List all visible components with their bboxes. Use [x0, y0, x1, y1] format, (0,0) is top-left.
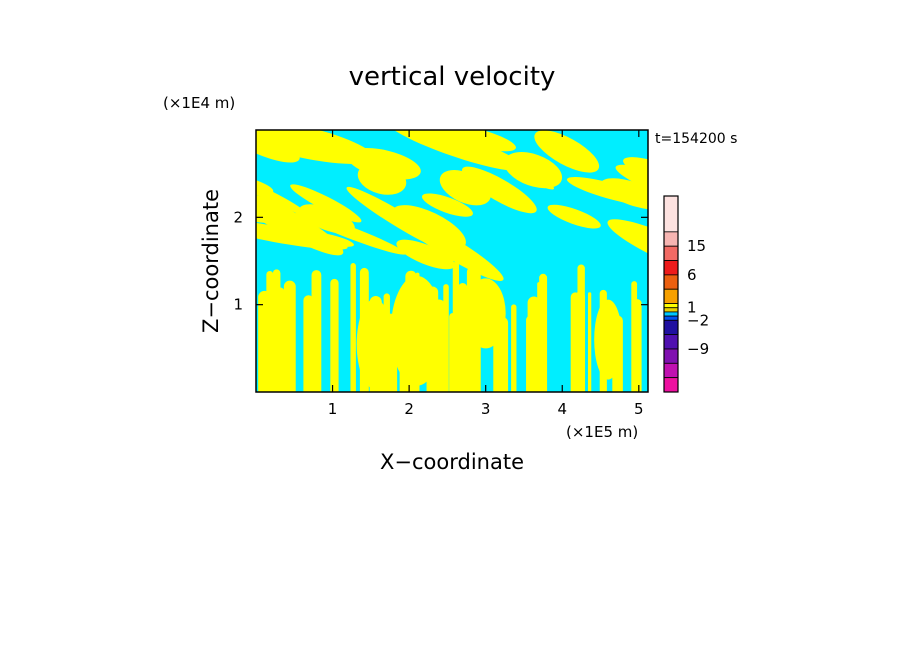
positive-band — [413, 130, 486, 154]
chart-title: vertical velocity — [349, 62, 556, 92]
positive-band — [462, 166, 537, 214]
positive-column — [443, 284, 449, 392]
x-axis-ticks: 1 2 3 4 5 — [328, 130, 644, 418]
time-label: t=154200 s — [655, 131, 737, 147]
positive-band — [299, 204, 355, 234]
positive-column — [330, 278, 339, 392]
positive-band — [547, 204, 601, 229]
positive-blob — [465, 278, 506, 349]
colorbar-segment — [663, 303, 679, 309]
positive-band — [256, 133, 286, 154]
colorbar-labels: 15 6 1−2 −9 — [687, 237, 709, 358]
positive-band — [256, 180, 294, 224]
x-tick-label: 4 — [557, 400, 567, 418]
y-tick-label: 1 — [233, 296, 243, 314]
y-axis-ticks: 12 — [233, 208, 648, 314]
positive-column — [311, 270, 322, 392]
x-tick-label: 2 — [404, 400, 414, 418]
colorbar-segment — [663, 377, 679, 393]
positive-column — [266, 303, 271, 392]
positive-band — [607, 219, 648, 283]
positive-blob — [594, 299, 623, 380]
positive-column — [350, 263, 356, 392]
colorbar-segment — [663, 195, 679, 233]
positive-column — [452, 261, 460, 392]
colorbar-frame — [663, 195, 679, 393]
x-tick-label: 5 — [634, 400, 644, 418]
plot-frame — [255, 129, 649, 393]
positive-band — [439, 130, 516, 152]
positive-band — [346, 147, 421, 180]
positive-band — [481, 147, 555, 190]
positive-band — [422, 193, 473, 217]
colorbar-label: −9 — [687, 340, 709, 358]
colorbar-segment — [663, 245, 679, 261]
colorbar-segment — [663, 288, 679, 304]
colorbar-segment — [663, 315, 679, 321]
positive-band — [504, 152, 563, 189]
positive-column — [511, 304, 517, 392]
colorbar-label: 6 — [687, 266, 697, 284]
positive-column — [283, 280, 296, 392]
positive-band — [256, 174, 308, 216]
positive-column — [303, 295, 314, 392]
x-axis-label: X−coordinate — [380, 450, 524, 474]
positive-band — [623, 157, 648, 195]
colorbar-segment — [663, 362, 679, 379]
colorbar-segment — [663, 231, 679, 247]
positive-band — [439, 170, 491, 206]
colorbar-label: 1 — [687, 299, 697, 317]
y-axis-label: Z−coordinate — [199, 189, 223, 333]
positive-band — [256, 130, 349, 155]
positive-band — [290, 184, 362, 223]
positive-column — [631, 281, 638, 392]
colorbar-segment — [663, 311, 679, 317]
colorbar-segment — [663, 348, 679, 364]
y-unit-label: (×1E4 m) — [163, 94, 235, 112]
x-unit-label: (×1E5 m) — [566, 423, 638, 441]
positive-band — [399, 215, 504, 281]
positive-column — [527, 296, 541, 392]
colorbar-segment — [663, 319, 679, 336]
colorbar-segment — [663, 274, 679, 290]
colorbar — [663, 195, 679, 393]
colorbar-segment — [663, 260, 679, 276]
colorbar-label: −2 — [687, 311, 709, 329]
positive-column — [587, 292, 592, 392]
positive-band — [294, 230, 354, 247]
velocity-field — [256, 130, 648, 392]
positive-band — [534, 130, 600, 173]
positive-blob — [390, 275, 443, 386]
colorbar-label: 15 — [687, 237, 706, 255]
colorbar-segment — [663, 307, 679, 313]
positive-blob — [356, 298, 393, 389]
positive-band — [566, 176, 648, 206]
x-tick-label: 3 — [481, 400, 491, 418]
positive-band — [396, 239, 455, 270]
y-tick-label: 2 — [233, 208, 243, 226]
x-tick-label: 1 — [328, 400, 338, 418]
positive-column — [272, 269, 281, 392]
positive-column — [539, 273, 548, 392]
positive-column — [570, 292, 580, 392]
positive-column — [458, 283, 468, 392]
colorbar-segment — [663, 334, 679, 350]
